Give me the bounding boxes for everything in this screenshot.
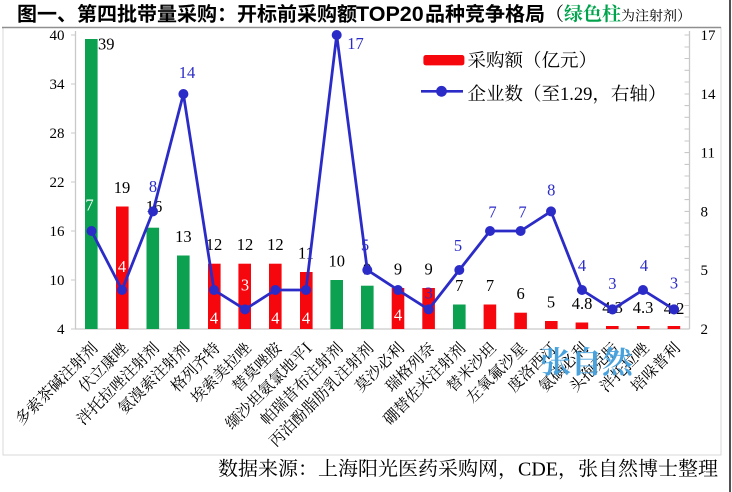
svg-text:3: 3 <box>670 274 678 293</box>
svg-text:14: 14 <box>701 87 717 103</box>
svg-text:4: 4 <box>640 256 648 275</box>
svg-text:17: 17 <box>347 34 364 53</box>
svg-text:CDE: CDE <box>518 459 558 481</box>
svg-text:11: 11 <box>701 146 715 162</box>
svg-text:4.3: 4.3 <box>633 298 654 317</box>
svg-text:4.8: 4.8 <box>572 294 593 313</box>
svg-text:28: 28 <box>50 126 65 142</box>
svg-text:3: 3 <box>425 284 433 303</box>
svg-text:4: 4 <box>394 306 402 325</box>
svg-text:9: 9 <box>424 260 432 279</box>
svg-text:34: 34 <box>50 77 66 93</box>
svg-text:6: 6 <box>516 284 524 303</box>
svg-text:1.29: 1.29 <box>560 85 592 105</box>
svg-text:10: 10 <box>328 252 345 271</box>
svg-text:4: 4 <box>578 256 586 275</box>
svg-text:7: 7 <box>488 203 496 222</box>
svg-text:10: 10 <box>50 273 65 289</box>
svg-text:4: 4 <box>271 309 279 328</box>
svg-text:17: 17 <box>701 28 717 44</box>
svg-text:2: 2 <box>701 322 709 338</box>
svg-text:5: 5 <box>701 263 709 279</box>
svg-text:3: 3 <box>608 274 616 293</box>
svg-text:7: 7 <box>455 276 463 295</box>
svg-text:22: 22 <box>50 175 65 191</box>
svg-text:19: 19 <box>114 178 131 197</box>
svg-text:4: 4 <box>57 322 65 338</box>
svg-text:7: 7 <box>85 196 93 215</box>
svg-text:5: 5 <box>361 236 369 255</box>
svg-text:5: 5 <box>547 292 555 311</box>
svg-text:4: 4 <box>210 309 218 328</box>
svg-text:8: 8 <box>149 177 157 196</box>
svg-text:7: 7 <box>486 276 494 295</box>
svg-text:4: 4 <box>118 257 126 276</box>
svg-text:9: 9 <box>394 260 402 279</box>
svg-text:7: 7 <box>518 203 526 222</box>
svg-text:39: 39 <box>98 35 115 54</box>
svg-text:4: 4 <box>302 309 310 328</box>
svg-text:8: 8 <box>547 181 555 200</box>
svg-text:16: 16 <box>50 224 66 240</box>
svg-text:12: 12 <box>206 235 223 254</box>
svg-text:3: 3 <box>241 276 249 295</box>
svg-text:12: 12 <box>237 235 254 254</box>
svg-text:8: 8 <box>701 204 709 220</box>
svg-text:5: 5 <box>454 236 462 255</box>
svg-text:40: 40 <box>50 28 65 44</box>
svg-text:13: 13 <box>175 227 192 246</box>
svg-text:12: 12 <box>267 235 284 254</box>
svg-text:14: 14 <box>179 63 196 82</box>
svg-text:TOP20: TOP20 <box>356 2 424 26</box>
